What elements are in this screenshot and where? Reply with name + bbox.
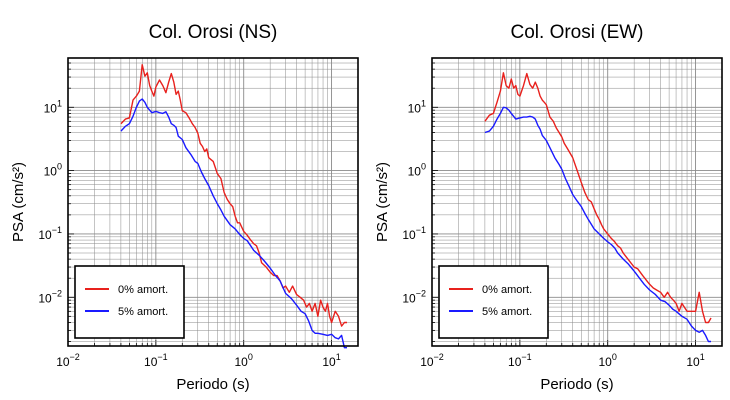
x-axis-label: Periodo (s) [540,376,613,393]
tick-base: 10 [420,355,434,369]
tick-base: 10 [402,291,416,305]
y-tick-label: 10−1 [402,225,426,242]
x-tick-label: 10−1 [144,352,168,369]
x-tick-label: 100 [235,352,253,369]
y-axis-label: PSA (cm/s²) [374,162,391,242]
y-tick-label: 101 [408,98,426,115]
tick-exponent: −1 [157,352,167,362]
tick-exponent: −1 [521,352,531,362]
tick-exponent: 0 [57,162,62,172]
legend-label-0pct: 0% amort. [118,284,168,296]
tick-base: 10 [408,165,422,179]
plot-frame [431,57,723,347]
tick-exponent: 1 [336,352,341,362]
y-tick-label: 10−2 [38,288,62,305]
tick-exponent: 1 [421,98,426,108]
tick-exponent: 0 [248,352,253,362]
tick-base: 10 [56,355,70,369]
legend-box [438,265,549,339]
tick-base: 10 [408,101,422,115]
x-axis-label: Periodo (s) [176,376,249,393]
legend: 0% amort. 5% amort. [438,265,549,339]
tick-base: 10 [235,355,249,369]
x-tick-label: 101 [322,352,340,369]
tick-base: 10 [686,355,700,369]
tick-base: 10 [44,165,58,179]
legend-label-5pct: 5% amort. [482,306,532,318]
tick-exponent: 1 [700,352,705,362]
x-tick-label: 10−1 [508,352,532,369]
x-tick-label: 101 [686,352,704,369]
y-tick-label: 100 [408,162,426,179]
plot-frame [67,57,359,347]
tick-base: 10 [402,228,416,242]
y-tick-label: 100 [44,162,62,179]
x-tick-label: 10−2 [56,352,80,369]
tick-exponent: −2 [70,352,80,362]
chart-title: Col. Orosi (NS) [149,22,278,43]
legend-label-5pct: 5% amort. [118,306,168,318]
tick-exponent: 0 [612,352,617,362]
tick-base: 10 [322,355,336,369]
y-axis-label: PSA (cm/s²) [10,162,27,242]
series-line-5pct [120,98,347,349]
tick-exponent: −2 [416,288,426,298]
legend-box [74,265,185,339]
tick-base: 10 [599,355,613,369]
tick-exponent: −1 [416,225,426,235]
tick-base: 10 [508,355,522,369]
legend-label-0pct: 0% amort. [482,284,532,296]
tick-exponent: −1 [52,225,62,235]
tick-base: 10 [144,355,158,369]
y-tick-label: 10−2 [402,288,426,305]
legend: 0% amort. 5% amort. [74,265,185,339]
tick-base: 10 [38,291,52,305]
y-tick-label: 10−1 [38,225,62,242]
tick-exponent: 0 [421,162,426,172]
tick-base: 10 [44,101,58,115]
x-tick-label: 100 [599,352,617,369]
tick-exponent: −2 [52,288,62,298]
series-line-0pct [120,63,347,327]
x-tick-label: 10−2 [420,352,444,369]
series-line-0pct [484,72,712,324]
y-tick-label: 101 [44,98,62,115]
tick-base: 10 [38,228,52,242]
series-line-5pct [484,106,711,343]
tick-exponent: −2 [434,352,444,362]
chart-title: Col. Orosi (EW) [511,22,644,43]
tick-exponent: 1 [57,98,62,108]
